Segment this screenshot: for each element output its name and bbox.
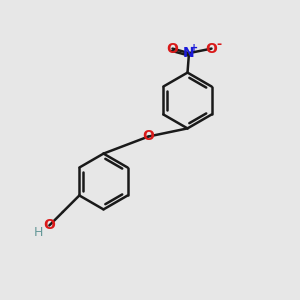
Text: O: O — [167, 42, 178, 56]
Text: O: O — [44, 218, 55, 233]
Text: H: H — [33, 226, 43, 239]
Text: N: N — [183, 46, 195, 60]
Text: -: - — [216, 38, 222, 51]
Text: O: O — [206, 42, 218, 56]
Text: O: O — [142, 130, 154, 143]
Text: +: + — [190, 43, 199, 53]
